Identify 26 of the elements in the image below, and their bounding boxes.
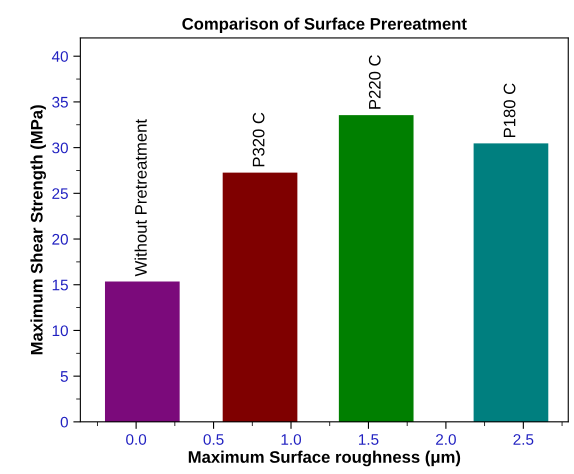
bar (474, 143, 548, 422)
x-tick-label: 1.5 (359, 434, 378, 445)
y-tick-label: 5 (60, 371, 68, 382)
x-tick-label: 2.5 (513, 434, 534, 445)
annotation: Without Pretreatment (134, 119, 147, 276)
annotation: P180 C (504, 83, 516, 138)
y-tick-label: 20 (52, 234, 68, 245)
annotation: P320 C (252, 112, 265, 166)
y-axis-title: Maximum Shear Strength (MPa) (30, 105, 46, 354)
x-tick-label: 2.0 (436, 434, 456, 445)
y-tick-label: 15 (52, 280, 68, 290)
y-tick-label: 25 (52, 188, 68, 200)
x-tick-label: 0.0 (126, 434, 146, 445)
y-tick-label: 30 (52, 142, 68, 154)
bar (338, 115, 414, 422)
y-tick-label: 10 (52, 325, 68, 336)
x-axis-title: Maximum Surface roughness (μm) (188, 450, 460, 466)
bar (222, 172, 298, 422)
bar (104, 281, 180, 422)
x-tick-label: 0.5 (204, 434, 224, 445)
y-tick-label: 0 (60, 416, 68, 428)
chart-title: Comparison of Surface Prereatment (182, 18, 467, 34)
x-tick-label: 1.0 (282, 434, 302, 445)
y-tick-label: 35 (52, 96, 68, 108)
y-tick-label: 40 (52, 51, 68, 62)
annotation: P220 C (368, 55, 381, 109)
